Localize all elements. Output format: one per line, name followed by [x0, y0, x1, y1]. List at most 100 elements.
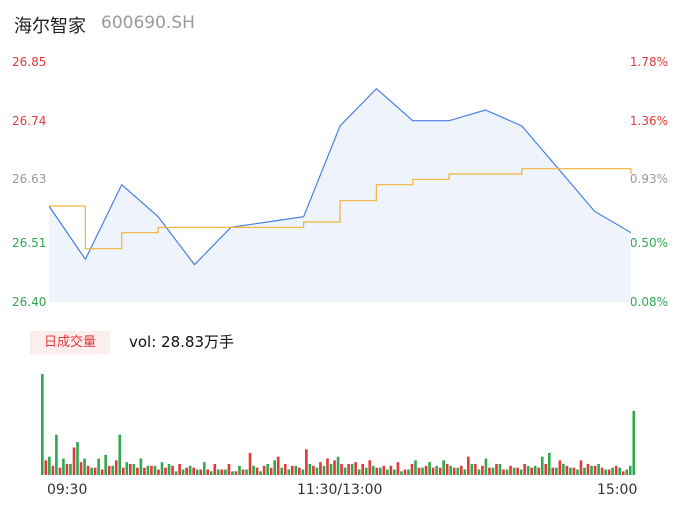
volume-bar — [569, 467, 572, 475]
volume-bar — [143, 467, 146, 475]
volume-bar — [114, 460, 118, 475]
volume-bar — [65, 464, 69, 475]
volume-bar — [368, 460, 372, 475]
volume-bar — [477, 469, 481, 475]
volume-bar — [336, 456, 340, 475]
volume-bar — [192, 467, 196, 475]
volume-bar — [396, 462, 400, 475]
volume-bar — [255, 467, 259, 475]
x-tick-close: 15:00 — [597, 482, 638, 498]
volume-bar — [262, 465, 266, 475]
volume-bar — [136, 467, 139, 475]
volume-bar — [449, 465, 453, 475]
volume-bar — [280, 467, 284, 475]
volume-bar — [459, 465, 463, 475]
volume-bar — [340, 464, 343, 475]
volume-bar — [97, 458, 100, 475]
volume-bar — [312, 465, 315, 475]
volume-bar — [364, 467, 368, 475]
volume-bar — [410, 464, 414, 475]
volume-bar — [551, 467, 555, 475]
volume-bar — [319, 462, 322, 475]
volume-bar — [354, 462, 357, 475]
volume-bar — [347, 464, 350, 475]
volume-bar — [160, 462, 164, 475]
volume-bar — [361, 464, 364, 475]
volume-bar — [107, 465, 111, 475]
volume-bar — [481, 465, 484, 475]
volume-bar — [129, 464, 132, 475]
volume-bar — [224, 469, 227, 475]
volume-bar — [206, 469, 210, 475]
volume-bar — [164, 467, 167, 475]
y-tick-label: 26.63 — [12, 172, 47, 187]
volume-bar — [565, 465, 569, 475]
volume-bar — [174, 471, 178, 475]
volume-bar — [326, 458, 329, 475]
volume-bar — [509, 465, 512, 475]
volume-bar — [266, 464, 269, 475]
volume-bar — [530, 467, 533, 475]
volume-bar — [533, 465, 537, 475]
volume-bar — [276, 456, 280, 475]
volume-bar — [526, 465, 530, 475]
volume-bar — [558, 460, 562, 475]
volume-bar — [505, 469, 509, 475]
stock-name: 海尔智家 — [14, 16, 86, 37]
volume-bar — [375, 467, 379, 475]
volume-bar — [484, 458, 488, 475]
volume-bar — [86, 465, 90, 475]
y-tick-percent-label: 1.36% — [629, 113, 668, 128]
volume-bar — [41, 374, 44, 475]
volume-bar — [488, 467, 491, 475]
volume-bar — [407, 469, 410, 475]
x-tick-midday: 11:30/13:00 — [297, 482, 383, 498]
y-tick-percent-label: 0.50% — [629, 236, 668, 251]
volume-bar — [104, 454, 107, 475]
volume-bar — [474, 464, 477, 475]
volume-bar — [298, 467, 301, 475]
volume-bar — [424, 465, 428, 475]
volume-bar — [435, 465, 438, 475]
volume-bar — [498, 464, 502, 475]
volume-bar — [90, 467, 93, 475]
volume-bar — [540, 456, 544, 475]
volume-bar — [438, 467, 442, 475]
volume-bar — [301, 469, 305, 475]
volume-bar — [618, 467, 622, 475]
volume-label: vol: 28.83万手 — [129, 333, 234, 351]
volume-bar — [628, 465, 632, 475]
volume-bar — [417, 467, 421, 475]
volume-bar — [269, 467, 273, 475]
volume-bar — [600, 467, 604, 475]
y-tick-percent-label: 0.93% — [629, 172, 668, 187]
volume-bar — [227, 464, 231, 475]
volume-bar — [76, 442, 79, 475]
volume-bar — [523, 464, 526, 475]
volume-bar — [171, 465, 174, 475]
volume-bar — [442, 460, 445, 475]
volume-bar — [111, 465, 115, 475]
volume-bar — [452, 467, 456, 475]
volume-bar — [185, 467, 188, 475]
volume-bar — [357, 469, 361, 475]
volume-bar — [555, 467, 558, 475]
volume-badge[interactable]: 日成交量 — [30, 331, 110, 354]
y-tick-label: 26.74 — [12, 113, 47, 128]
volume-bar — [611, 467, 614, 475]
volume-bar — [178, 464, 181, 475]
volume-bar — [294, 465, 298, 475]
y-tick-percent-label: 1.78% — [629, 55, 668, 69]
volume-bar — [220, 469, 224, 475]
volume-bar — [421, 467, 424, 475]
volume-bar — [389, 465, 393, 475]
volume-bar — [241, 469, 245, 475]
volume-bar — [516, 467, 519, 475]
volume-bar — [597, 464, 600, 475]
volume-bar — [55, 434, 58, 475]
volume-bar — [470, 464, 474, 475]
y-tick-label: 26.51 — [12, 236, 47, 251]
volume-bar — [445, 464, 449, 475]
volume-bar — [333, 460, 336, 475]
